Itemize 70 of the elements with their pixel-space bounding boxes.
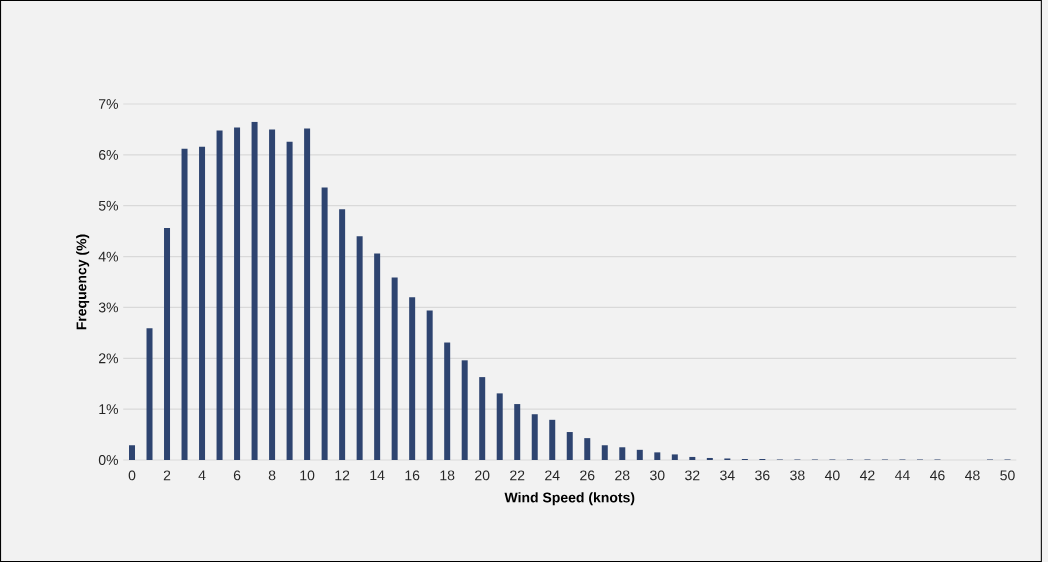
x-tick-label: 32 — [685, 470, 700, 481]
bar — [584, 438, 591, 460]
x-axis-title: Wind Speed (knots) — [504, 492, 635, 506]
bar — [374, 253, 381, 460]
y-axis-title: Frequency (%) — [76, 234, 90, 330]
x-tick-label: 6 — [233, 470, 241, 481]
y-tick-label: 5% — [98, 200, 119, 211]
x-tick-label: 28 — [615, 470, 630, 481]
bar — [164, 228, 171, 460]
bar — [286, 141, 293, 460]
bar — [636, 449, 643, 460]
x-tick-label: 16 — [405, 470, 420, 481]
bar — [566, 432, 573, 460]
x-tick-label: 44 — [894, 470, 910, 481]
bar — [654, 452, 661, 460]
x-tick-label: 42 — [859, 470, 875, 481]
x-tick-label: 4 — [198, 470, 206, 481]
x-tick-label: 50 — [1000, 470, 1015, 481]
bar — [304, 128, 311, 460]
x-tick-label: 46 — [929, 470, 945, 481]
y-tick-label: 0% — [98, 455, 119, 465]
bar — [251, 121, 258, 460]
bar — [129, 445, 136, 460]
bar — [531, 414, 538, 460]
bar — [461, 360, 468, 460]
bar — [199, 146, 206, 460]
bar — [479, 377, 486, 460]
x-tick-label: 34 — [720, 470, 735, 481]
x-tick-label: 14 — [370, 470, 385, 481]
bar — [391, 277, 398, 460]
bar — [321, 187, 328, 460]
y-tick-label: 2% — [99, 353, 119, 364]
bar — [146, 328, 153, 460]
bar — [444, 342, 451, 460]
x-tick-label: 8 — [268, 470, 276, 481]
x-tick-label: 24 — [545, 470, 560, 481]
x-tick-label: 40 — [824, 470, 840, 481]
x-tick-label: 30 — [650, 470, 665, 481]
y-tick-label: 3% — [98, 302, 119, 313]
x-tick-label: 22 — [510, 470, 525, 481]
bar — [356, 236, 363, 460]
bar — [619, 447, 626, 460]
bar — [689, 456, 696, 460]
bar — [426, 310, 433, 460]
bar — [216, 130, 223, 460]
bar — [234, 127, 241, 460]
x-tick-label: 18 — [440, 470, 455, 481]
x-tick-label: 0 — [128, 470, 136, 481]
x-tick-label: 12 — [335, 470, 350, 481]
bar — [409, 297, 416, 460]
y-tick-label: 6% — [99, 149, 119, 160]
x-tick-label: 48 — [965, 470, 980, 481]
x-tick-label: 2 — [163, 470, 171, 481]
x-tick-label: 36 — [755, 470, 770, 481]
bar — [496, 393, 503, 460]
bar — [514, 404, 521, 460]
bar — [549, 419, 556, 460]
bar — [339, 209, 346, 460]
y-tick-label: 1% — [99, 404, 119, 415]
x-tick-label: 20 — [475, 470, 490, 481]
bar — [181, 148, 188, 460]
bar — [601, 445, 608, 460]
x-tick-label: 26 — [580, 470, 595, 481]
x-tick-label: 10 — [300, 470, 315, 481]
bar — [706, 457, 713, 460]
bar — [269, 129, 276, 460]
bar — [671, 454, 678, 460]
y-tick-label: 4% — [98, 251, 119, 262]
x-tick-label: 38 — [790, 470, 805, 481]
y-tick-label: 7% — [99, 99, 119, 109]
